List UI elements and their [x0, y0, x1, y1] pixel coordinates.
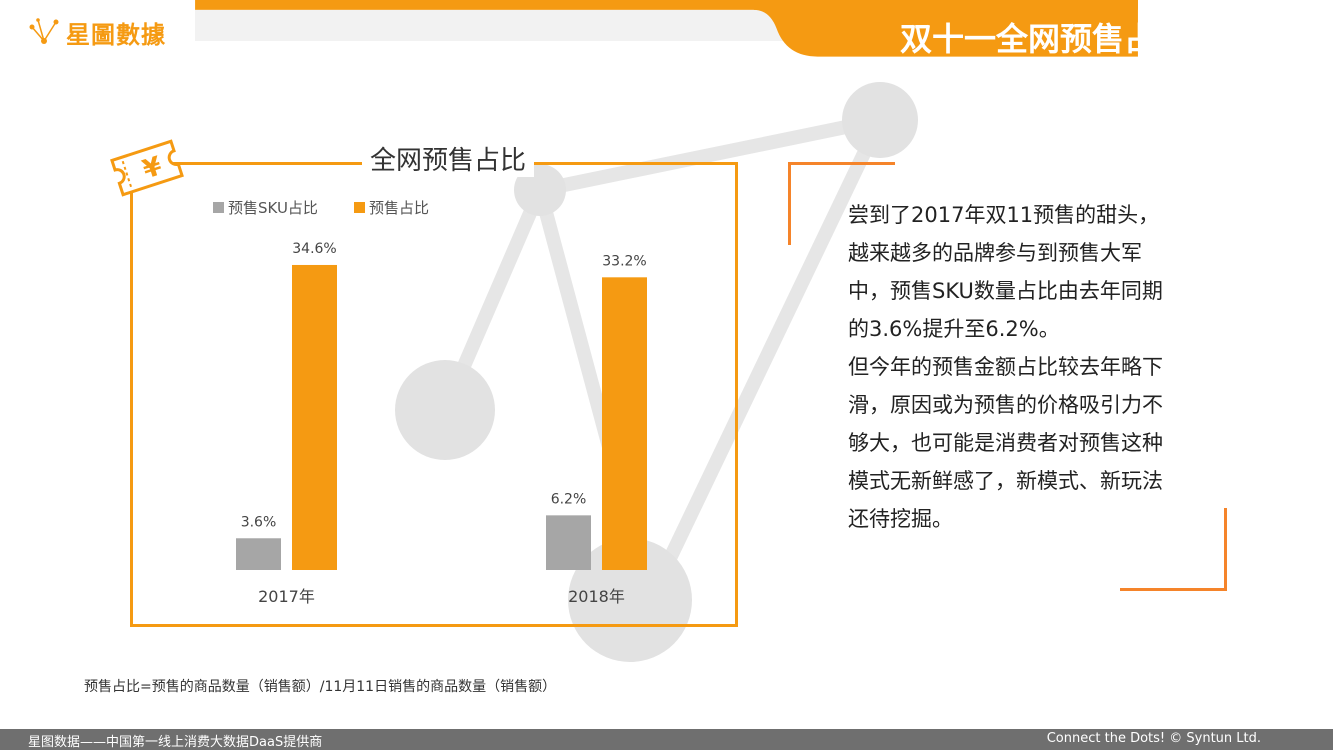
category-label-0: 2017年: [258, 587, 315, 606]
data-label-presale-0: 34.6%: [292, 241, 336, 257]
bar-sku-1: [546, 515, 591, 570]
page-title: 双十一全网预售占比33.2%: [899, 20, 1299, 58]
footer-left-text: 星图数据——中国第一线上消费大数据DaaS提供商: [28, 735, 323, 750]
footer-bar: [0, 729, 1333, 750]
legend-label-presale: 预售占比: [368, 199, 429, 217]
data-label-sku-1: 6.2%: [551, 491, 587, 507]
footer-right-text: Connect the Dots! © Syntun Ltd.: [1046, 731, 1261, 746]
bar-presale-0: [292, 264, 337, 570]
logo: 星圖數據: [28, 14, 166, 50]
bracket-top-left: [788, 162, 895, 245]
legend-label-sku: 预售SKU占比: [228, 199, 318, 217]
legend-item-presale: 预售占比: [353, 197, 429, 218]
data-label-presale-1: 33.2%: [602, 253, 646, 269]
legend-item-sku: 预售SKU占比: [213, 197, 318, 218]
header-bar: [195, 0, 1138, 57]
bracket-bottom-right: [1120, 508, 1227, 591]
description-paragraph-2: 但今年的预售金额占比较去年略下滑，原因或为预售的价格吸引力不够大，也可能是消费者…: [848, 355, 1163, 531]
yen-ticket-icon: ¥: [110, 139, 184, 197]
constellation-logo-icon: [29, 18, 59, 44]
bar-sku-0: [236, 538, 281, 570]
category-label-1: 2018年: [568, 587, 625, 606]
data-label-sku-0: 3.6%: [241, 514, 277, 530]
chart-title: 全网预售占比: [362, 140, 535, 177]
bar-presale-1: [602, 277, 647, 570]
legend-swatch-gray: [213, 202, 224, 213]
description-text: 尝到了2017年双11预售的甜头，越来越多的品牌参与到预售大军中，预售SKU数量…: [848, 196, 1178, 538]
description-paragraph-1: 尝到了2017年双11预售的甜头，越来越多的品牌参与到预售大军中，预售SKU数量…: [848, 203, 1163, 341]
logo-text: 星圖數據: [66, 20, 166, 49]
formula-footnote: 预售占比=预售的商品数量（销售额）/11月11日销售的商品数量（销售额）: [84, 679, 557, 695]
chart-legend: 预售SKU占比 预售占比: [213, 197, 465, 218]
legend-swatch-orange: [353, 202, 365, 213]
